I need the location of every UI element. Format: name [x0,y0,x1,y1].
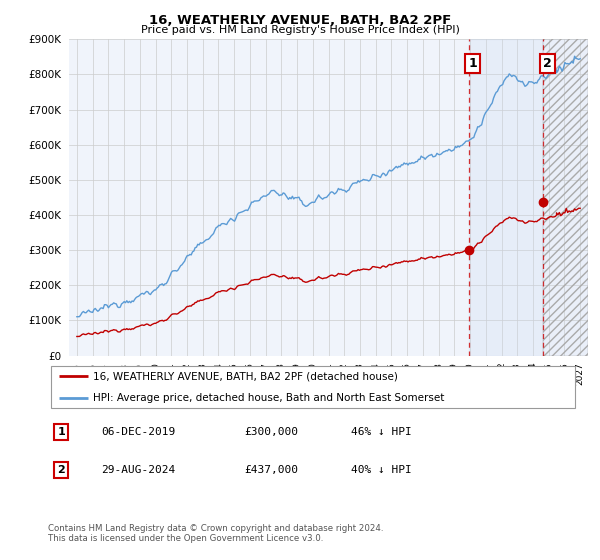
Text: 1: 1 [469,57,477,71]
Text: HPI: Average price, detached house, Bath and North East Somerset: HPI: Average price, detached house, Bath… [93,393,445,403]
FancyBboxPatch shape [50,366,575,408]
Text: 16, WEATHERLY AVENUE, BATH, BA2 2PF: 16, WEATHERLY AVENUE, BATH, BA2 2PF [149,14,451,27]
Text: 16, WEATHERLY AVENUE, BATH, BA2 2PF (detached house): 16, WEATHERLY AVENUE, BATH, BA2 2PF (det… [93,372,398,382]
Text: 2: 2 [58,465,65,475]
Bar [543,39,588,356]
Text: 46% ↓ HPI: 46% ↓ HPI [350,427,412,437]
Text: 2: 2 [543,57,551,71]
Bar [543,39,588,356]
Text: 29-AUG-2024: 29-AUG-2024 [101,465,175,475]
Text: 1: 1 [58,427,65,437]
Bar [469,39,543,356]
Text: Price paid vs. HM Land Registry's House Price Index (HPI): Price paid vs. HM Land Registry's House … [140,25,460,35]
Text: £437,000: £437,000 [244,465,298,475]
Text: 40% ↓ HPI: 40% ↓ HPI [350,465,412,475]
Text: Contains HM Land Registry data © Crown copyright and database right 2024.
This d: Contains HM Land Registry data © Crown c… [48,524,383,543]
Text: £300,000: £300,000 [244,427,298,437]
Text: 06-DEC-2019: 06-DEC-2019 [101,427,175,437]
